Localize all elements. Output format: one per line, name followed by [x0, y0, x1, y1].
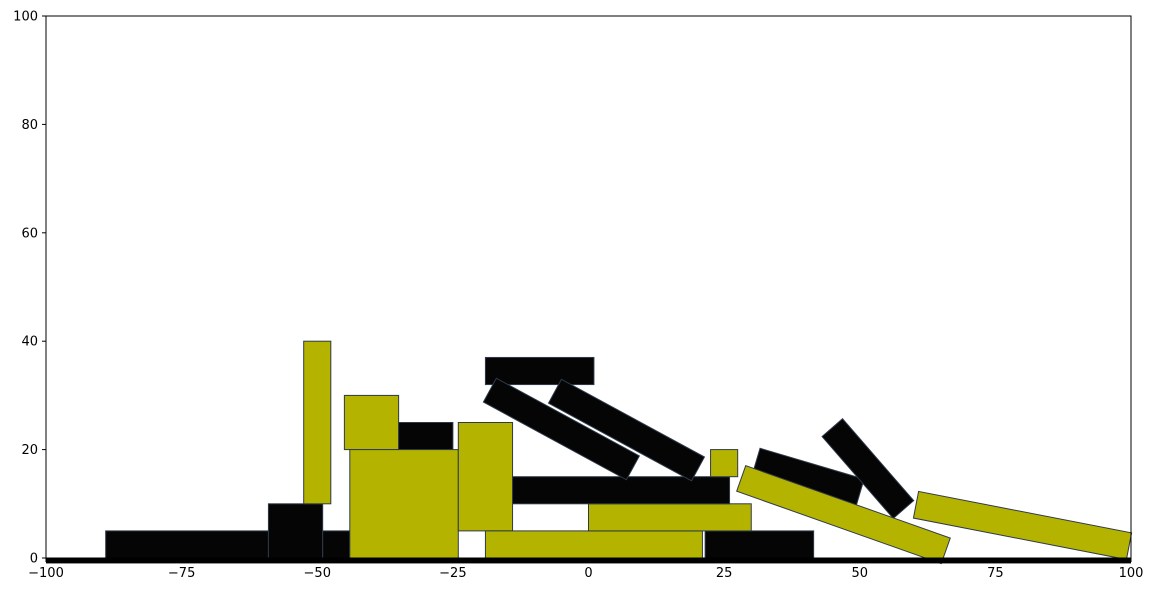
olive-block-3: [349, 449, 459, 559]
y-tick-label: 40: [21, 335, 38, 350]
black-block-3: [322, 530, 351, 559]
black-block-9: [547, 378, 706, 482]
black-block-8: [482, 377, 641, 481]
black-block-7: [484, 356, 595, 386]
black-block-5: [704, 530, 815, 559]
olive-block-2: [343, 394, 400, 451]
x-tick-label: −75: [168, 566, 195, 581]
x-tick-label: 0: [584, 566, 592, 581]
x-axis: −100 −75 −50 −25 0 25 50 75 100: [28, 558, 1143, 581]
x-tick-label: −25: [439, 566, 466, 581]
blocks-layer: [105, 340, 1133, 565]
olive-block-7: [710, 449, 739, 478]
black-block-4: [398, 422, 454, 451]
olive-block-6: [588, 503, 752, 532]
black-block-6: [512, 476, 731, 505]
y-tick-label: 60: [21, 226, 38, 241]
olive-block-9: [912, 490, 1133, 561]
x-tick-label: −50: [304, 566, 331, 581]
x-tick-label: 25: [716, 566, 733, 581]
olive-block-8: [736, 465, 951, 565]
x-tick-label: 100: [1119, 566, 1144, 581]
x-tick-label: 50: [851, 566, 868, 581]
x-tick-label: −100: [28, 566, 64, 581]
olive-block-5: [484, 530, 703, 559]
x-tick-label: 75: [987, 566, 1004, 581]
y-axis: 0 20 40 60 80 100: [13, 10, 46, 567]
olive-block-1: [303, 340, 332, 505]
y-tick-label: 80: [21, 118, 38, 133]
black-block-1: [105, 530, 269, 559]
black-block-11: [821, 418, 915, 520]
black-block-2: [267, 503, 324, 559]
y-tick-label: 0: [30, 552, 38, 567]
y-tick-label: 100: [13, 10, 38, 25]
y-tick-label: 20: [21, 443, 38, 458]
olive-block-4: [457, 422, 514, 532]
